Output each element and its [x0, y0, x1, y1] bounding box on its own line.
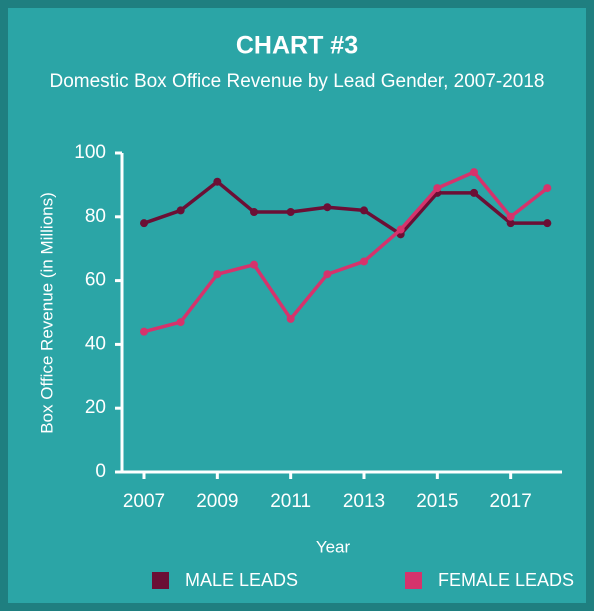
data-point [360, 257, 368, 266]
x-tick-label: 2013 [343, 491, 385, 512]
x-tick-label: 2007 [123, 491, 165, 512]
data-point [286, 314, 295, 323]
y-tick-label: 80 [85, 206, 106, 227]
data-point [543, 219, 552, 228]
data-point [543, 184, 552, 193]
data-point [360, 206, 368, 215]
data-point [323, 203, 332, 212]
series-line [143, 170, 549, 334]
data-point [140, 219, 148, 228]
data-point [176, 206, 185, 215]
y-axis-label: Box Office Revenue (in Millions) [37, 192, 56, 434]
data-point [506, 219, 515, 228]
legend-swatch [405, 572, 422, 589]
data-point [470, 188, 478, 197]
legend-label: MALE LEADS [185, 570, 298, 590]
x-tick-label: 2009 [196, 491, 238, 512]
data-point [213, 177, 222, 186]
data-point [286, 208, 295, 217]
y-tick-label: 40 [85, 333, 106, 354]
data-point [323, 270, 332, 279]
data-point [250, 208, 258, 217]
data-point [140, 327, 148, 336]
data-point [176, 318, 185, 327]
y-tick-label: 0 [95, 461, 106, 482]
y-tick-label: 20 [85, 397, 106, 418]
x-tick-label: 2015 [416, 491, 458, 512]
panel [8, 8, 586, 603]
series-line [143, 179, 548, 237]
x-axis-label: Year [316, 537, 351, 556]
x-tick-label: 2011 [270, 491, 311, 512]
data-point [213, 270, 222, 279]
data-point [250, 260, 258, 269]
legend-swatch [152, 572, 169, 589]
legend-label: FEMALE LEADS [438, 570, 574, 590]
data-point [433, 184, 442, 193]
y-tick-label: 60 [85, 270, 106, 291]
data-point [396, 225, 405, 234]
x-tick-label: 2017 [490, 491, 532, 512]
chart-subtitle: Domestic Box Office Revenue by Lead Gend… [49, 71, 545, 92]
data-point [470, 168, 478, 177]
chart-title: CHART #3 [236, 32, 358, 60]
data-point [506, 212, 515, 221]
y-tick-label: 100 [74, 142, 106, 163]
